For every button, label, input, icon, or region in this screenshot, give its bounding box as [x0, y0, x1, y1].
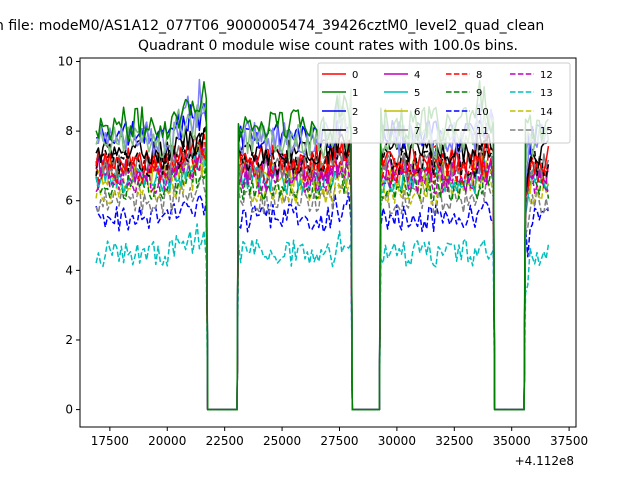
legend-label-3: 3	[352, 126, 358, 137]
y-tick-label: 8	[65, 124, 73, 138]
legend-label-13: 13	[540, 88, 553, 99]
series-line-extra-16	[96, 78, 550, 411]
legend-label-12: 12	[540, 70, 553, 81]
y-tick-label: 10	[58, 54, 73, 68]
legend-frame	[317, 62, 571, 144]
series-line-9	[95, 159, 550, 411]
x-tick-label: 35000	[493, 434, 531, 448]
y-axis-ticks: 0 2 4 6 8 10	[58, 54, 80, 417]
x-tick-label: 30000	[378, 434, 416, 448]
y-tick-label: 0	[65, 403, 73, 417]
x-axis-offset-label: +4.112e8	[515, 454, 574, 468]
legend-label-8: 8	[476, 70, 482, 81]
x-tick-label: 27500	[320, 434, 358, 448]
y-tick-label: 4	[65, 263, 73, 277]
legend-label-0: 0	[352, 70, 358, 81]
series-line-10	[95, 192, 549, 411]
legend-label-15: 15	[540, 126, 553, 137]
legend-label-7: 7	[414, 126, 420, 137]
x-tick-label: 17500	[91, 434, 129, 448]
legend-label-5: 5	[414, 88, 420, 99]
chart-title: Quadrant 0 module wise count rates with …	[138, 38, 518, 54]
legend-label-6: 6	[414, 107, 420, 118]
series-line-0	[95, 129, 550, 411]
y-tick-label: 2	[65, 333, 73, 347]
legend-label-10: 10	[476, 107, 489, 118]
legend-label-9: 9	[476, 88, 482, 99]
legend-label-2: 2	[352, 107, 358, 118]
series-line-12	[95, 145, 549, 411]
x-tick-label: 20000	[148, 434, 186, 448]
legend-label-14: 14	[540, 107, 553, 118]
x-tick-label: 25000	[263, 434, 301, 448]
legend-label-1: 1	[352, 88, 358, 99]
legend-label-4: 4	[414, 70, 420, 81]
y-tick-label: 6	[65, 194, 73, 208]
series-line-8	[95, 132, 550, 411]
series-line-13	[95, 223, 550, 411]
x-axis-ticks: 17500 20000 22500 25000 27500 30000 32500 35000…	[91, 427, 588, 448]
legend-label-11: 11	[476, 126, 489, 137]
x-tick-label: 32500	[435, 434, 473, 448]
figure-suptitle: n file: modeM0/AS1A12_077T06_9000005474_…	[0, 18, 544, 34]
x-tick-label: 37500	[550, 434, 588, 448]
x-tick-label: 22500	[206, 434, 244, 448]
plot-frame	[79, 57, 577, 428]
